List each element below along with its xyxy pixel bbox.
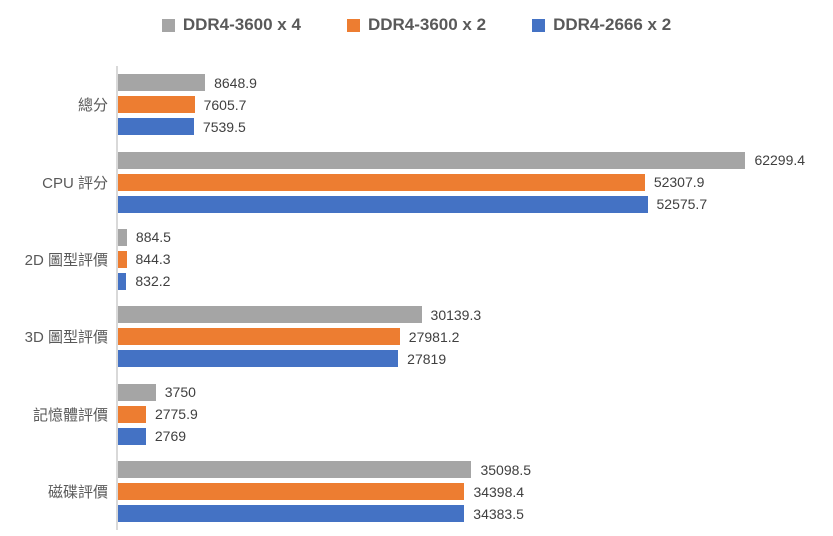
bars-area: 62299.4 52307.9 52575.7 <box>116 143 823 221</box>
value-label: 7605.7 <box>203 96 247 113</box>
bars-area: 30139.3 27981.2 27819 <box>116 298 823 376</box>
bar-ddr4-3600-x-2 <box>118 405 146 423</box>
bar-row: 832.2 <box>118 272 823 290</box>
value-label: 27819 <box>407 350 447 367</box>
bar-row: 52307.9 <box>118 173 823 191</box>
category-group: 2D 圖型評價 884.5 844.3 832.2 <box>0 220 833 299</box>
bar-ddr4-3600-x-2 <box>118 250 127 268</box>
category-group: CPU 評分 62299.4 52307.9 52575.7 <box>0 143 833 221</box>
bar-ddr4-2666-x-2 <box>118 427 146 445</box>
bar-row: 8648.9 <box>118 74 823 92</box>
bar-row: 27819 <box>118 350 823 368</box>
bar-ddr4-2666-x-2 <box>118 505 465 523</box>
bar-ddr4-3600-x-4 <box>118 306 422 324</box>
legend-marker-icon <box>346 18 360 32</box>
bar-row: 52575.7 <box>118 195 823 213</box>
category-group: 3D 圖型評價 30139.3 27981.2 27819 <box>0 298 833 376</box>
bar-row: 844.3 <box>118 250 823 268</box>
legend: DDR4-3600 x 4 DDR4-3600 x 2 DDR4-2666 x 2 <box>0 0 833 40</box>
value-label: 62299.4 <box>754 152 806 169</box>
bar-ddr4-3600-x-2 <box>118 328 400 346</box>
legend-marker-icon <box>161 18 175 32</box>
bar-ddr4-3600-x-4 <box>118 383 156 401</box>
category-label: 3D 圖型評價 <box>24 329 108 347</box>
value-label: 832.2 <box>135 273 171 290</box>
bar-row: 7605.7 <box>118 96 823 114</box>
bar-row: 7539.5 <box>118 118 823 136</box>
bar-row: 2769 <box>118 427 823 445</box>
bars-area: 884.5 844.3 832.2 <box>116 220 823 299</box>
bar-ddr4-3600-x-2 <box>118 173 645 191</box>
bar-row: 62299.4 <box>118 151 823 169</box>
value-label: 27981.2 <box>408 328 460 345</box>
legend-item: DDR4-3600 x 4 <box>161 15 301 35</box>
value-label: 34398.4 <box>473 483 525 500</box>
value-label: 52307.9 <box>653 174 705 191</box>
value-label: 2775.9 <box>154 406 198 423</box>
bar-ddr4-2666-x-2 <box>118 350 399 368</box>
plot-area: 總分 8648.9 7605.7 7539.5 CPU 評分 62299.4 52307.9… <box>0 66 833 531</box>
bar-ddr4-3600-x-4 <box>118 228 127 246</box>
legend-label: DDR4-3600 x 4 <box>182 15 301 34</box>
bar-row: 34383.5 <box>118 505 823 523</box>
category-group: 記憶體評價 3750 2775.9 2769 <box>0 375 833 453</box>
category-label: CPU 評分 <box>42 174 108 192</box>
bar-row: 34398.4 <box>118 483 823 501</box>
bar-ddr4-3600-x-2 <box>118 96 195 114</box>
bar-ddr4-2666-x-2 <box>118 118 194 136</box>
category-label: 總分 <box>77 97 108 115</box>
legend-item: DDR4-2666 x 2 <box>532 15 671 35</box>
value-label: 884.5 <box>135 229 171 246</box>
bar-ddr4-3600-x-4 <box>118 151 746 169</box>
bar-row: 2775.9 <box>118 405 823 423</box>
bar-ddr4-2666-x-2 <box>118 195 648 213</box>
value-label: 8648.9 <box>214 74 257 91</box>
value-label: 844.3 <box>135 251 171 268</box>
bar-row: 30139.3 <box>118 306 823 324</box>
bar-ddr4-3600-x-2 <box>118 483 465 501</box>
value-label: 2769 <box>154 428 187 445</box>
bars-area: 8648.9 7605.7 7539.5 <box>116 66 823 144</box>
value-label: 35098.5 <box>480 461 532 478</box>
bars-area: 3750 2775.9 2769 <box>116 375 823 453</box>
category-label: 2D 圖型評價 <box>24 251 108 269</box>
value-label: 3750 <box>164 384 196 401</box>
category-label: 記憶體評價 <box>32 406 108 424</box>
bar-row: 35098.5 <box>118 461 823 479</box>
bar-row: 3750 <box>118 383 823 401</box>
bar-ddr4-2666-x-2 <box>118 272 127 290</box>
legend-marker-icon <box>532 18 546 32</box>
bar-row: 884.5 <box>118 228 823 246</box>
bars-area: 35098.5 34398.4 34383.5 <box>116 452 823 531</box>
category-group: 總分 8648.9 7605.7 7539.5 <box>0 66 833 144</box>
bar-ddr4-3600-x-4 <box>118 461 472 479</box>
category-label: 磁碟評價 <box>47 484 108 502</box>
legend-label: DDR4-2666 x 2 <box>553 15 672 34</box>
legend-item: DDR4-3600 x 2 <box>346 15 487 35</box>
category-group: 磁碟評價 35098.5 34398.4 34383.5 <box>0 452 833 531</box>
value-label: 7539.5 <box>202 118 246 135</box>
value-label: 30139.3 <box>430 306 482 323</box>
value-label: 52575.7 <box>656 196 708 213</box>
bar-row: 27981.2 <box>118 328 823 346</box>
bar-ddr4-3600-x-4 <box>118 74 206 92</box>
legend-label: DDR4-3600 x 2 <box>367 15 487 34</box>
value-label: 34383.5 <box>473 505 524 522</box>
